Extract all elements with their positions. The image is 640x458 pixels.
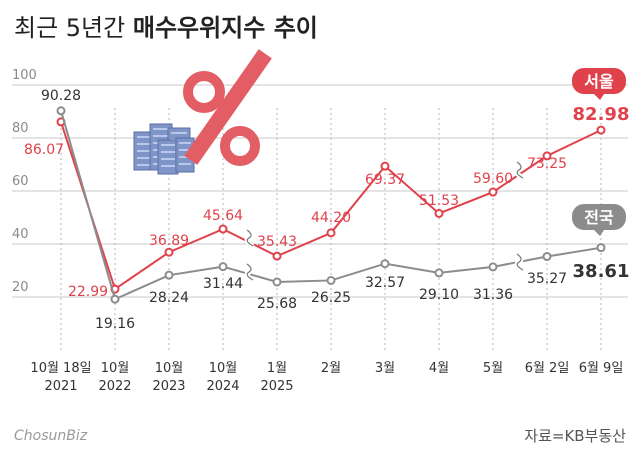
national-data-label: 38.61: [573, 261, 630, 282]
national-data-label: 31.36: [473, 287, 513, 303]
data-point: [326, 275, 336, 285]
seoul-data-label: 73.25: [527, 156, 567, 172]
data-point: [488, 187, 498, 197]
national-data-label: 19.16: [95, 316, 135, 332]
data-point: [380, 259, 390, 269]
national-data-label: 29.10: [419, 287, 459, 303]
x-tick-label: 3월: [375, 361, 395, 376]
data-point: [56, 106, 66, 116]
title-light: 최근 5년간: [14, 14, 126, 42]
data-point: [596, 243, 606, 253]
seoul-data-label: 51.53: [419, 193, 459, 209]
x-tick-label: 10월 18일: [30, 361, 91, 376]
data-point: [488, 262, 498, 272]
seoul-data-label: 44.20: [311, 210, 351, 226]
seoul-data-label: 59.60: [473, 171, 513, 187]
seoul-data-label: 82.98: [573, 104, 630, 125]
seoul-data-label: 86.07: [24, 142, 64, 158]
y-tick-label: 20: [12, 280, 29, 295]
x-tick-label: 2월: [321, 361, 341, 376]
building-icon: [133, 123, 195, 175]
brand-logo: ChosunBiz: [14, 428, 88, 444]
break-mark: [246, 229, 254, 247]
data-point: [434, 208, 444, 218]
x-tick-label: 6월 2일: [525, 361, 570, 376]
x-tick-label: 10월: [101, 361, 130, 376]
x-tick-label: 10월: [155, 361, 184, 376]
y-tick-label: 60: [12, 174, 29, 189]
x-tick-label: 4월: [429, 361, 449, 376]
data-point: [542, 151, 552, 161]
national-data-label: 25.68: [257, 296, 297, 312]
data-point: [272, 251, 282, 261]
data-point: [164, 247, 174, 257]
national-data-label: 32.57: [365, 275, 405, 291]
x-tick-label: 1월: [267, 361, 287, 376]
national-data-label: 31.44: [203, 276, 243, 292]
y-tick-label: 100: [12, 68, 37, 83]
national-data-label: 35.27: [527, 271, 567, 287]
break-mark: [246, 263, 254, 281]
data-point: [596, 125, 606, 135]
x-tick-label: 2024: [206, 379, 239, 394]
data-point: [218, 224, 228, 234]
national-badge: [572, 204, 626, 230]
national-data-label: 90.28: [41, 88, 81, 104]
seoul-badge-pointer: [594, 94, 604, 100]
x-tick-label: 5월: [483, 361, 503, 376]
seoul-data-label: 35.43: [257, 234, 297, 250]
national-badge-label: 전국: [584, 208, 614, 227]
break-mark: [516, 253, 524, 271]
title-bold: 매수우위지수 추이: [132, 14, 318, 42]
y-tick-label: 80: [12, 121, 29, 136]
x-tick-label: 2025: [260, 379, 293, 394]
data-point: [326, 228, 336, 238]
data-point: [380, 161, 390, 171]
national-badge-pointer: [594, 230, 604, 236]
y-tick-label: 40: [12, 227, 29, 242]
seoul-data-label: 69.37: [365, 172, 405, 188]
break-mark: [516, 161, 524, 179]
x-tick-label: 6월 9일: [579, 361, 624, 376]
data-point: [218, 262, 228, 272]
seoul-data-label: 45.64: [203, 208, 243, 224]
seoul-badge-label: 서울: [584, 72, 614, 91]
percent-icon-bottom-circle: [220, 126, 260, 166]
data-point: [434, 268, 444, 278]
percent-icon-top-circle: [183, 71, 225, 113]
chart-title: 최근 5년간 매수우위지수 추이: [14, 8, 318, 43]
data-point: [542, 252, 552, 262]
seoul-badge: [572, 68, 626, 94]
seoul-data-label: 22.99: [68, 284, 108, 300]
x-tick-label: 2022: [98, 379, 131, 394]
x-tick-label: 2021: [44, 379, 77, 394]
data-point: [110, 294, 120, 304]
national-data-label: 26.25: [311, 290, 351, 306]
x-tick-label: 10월: [209, 361, 238, 376]
percent-icon-slash: [184, 49, 272, 165]
data-point: [164, 270, 174, 280]
data-point: [272, 277, 282, 287]
source-note: 자료=KB부동산: [524, 427, 626, 445]
x-tick-label: 2023: [152, 379, 185, 394]
seoul-data-label: 36.89: [149, 233, 189, 249]
national-data-label: 28.24: [149, 290, 189, 306]
